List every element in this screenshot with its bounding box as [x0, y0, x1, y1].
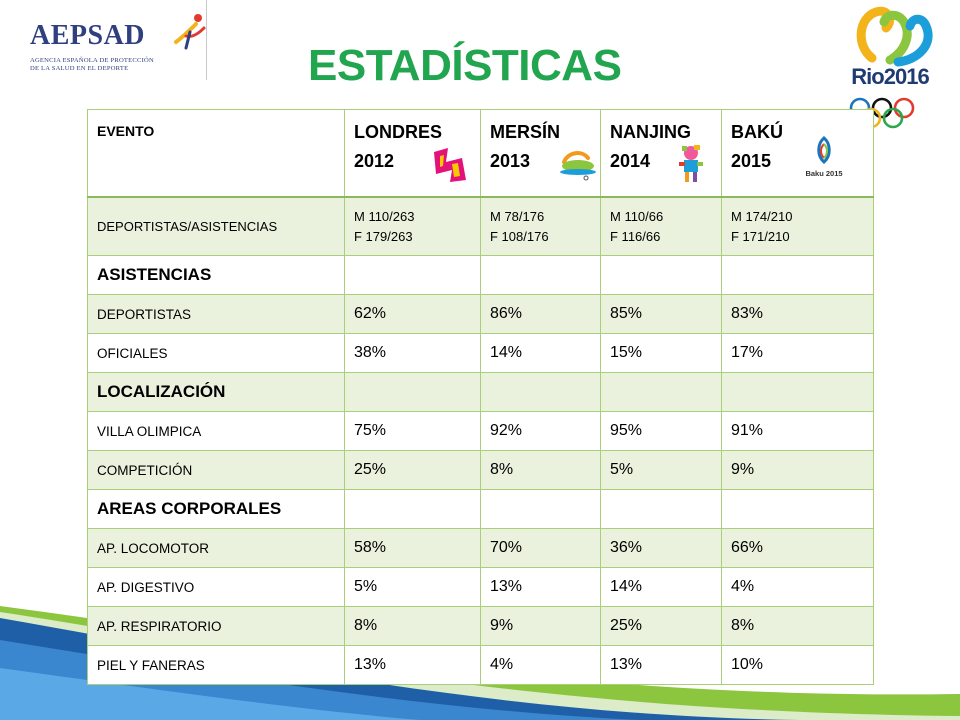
table-cell: 66% — [721, 528, 874, 568]
aepsad-runner-icon — [174, 14, 206, 50]
header-event-mersin: MERSÍN 2013 — [480, 109, 601, 198]
table-cell: 8% — [480, 450, 601, 490]
mersin-2013-emblem-icon — [560, 151, 596, 181]
table-cell: 4% — [721, 567, 874, 607]
table-cell: 38% — [344, 333, 481, 373]
row-label: DEPORTISTAS/ASISTENCIAS — [87, 196, 345, 256]
london-2012-emblem-icon — [434, 148, 466, 182]
rio-2016-logo: Rio2016 — [840, 0, 955, 132]
table-cell: 5% — [344, 567, 481, 607]
rio-2016-emblem-icon — [856, 6, 933, 67]
table-cell: 15% — [600, 333, 722, 373]
nanjing-2014-mascot-icon — [679, 145, 703, 182]
row-label: OFICIALES — [87, 333, 345, 373]
table-cell: 17% — [721, 333, 874, 373]
table-cell: 14% — [480, 333, 601, 373]
section-row-areas-corporales: AREAS CORPORALES — [87, 489, 874, 529]
aepsad-logo-subtitle: AGENCIA ESPAÑOLA DE PROTECCIÓN DE LA SAL… — [30, 57, 154, 72]
page-title: ESTADÍSTICAS — [308, 41, 622, 90]
row-label: AP. RESPIRATORIO — [87, 606, 345, 646]
row-label: AP. LOCOMOTOR — [87, 528, 345, 568]
section-title: ASISTENCIAS — [87, 255, 345, 295]
section-title: AREAS CORPORALES — [87, 489, 345, 529]
table-cell: 8% — [721, 606, 874, 646]
section-title: LOCALIZACIÓN — [87, 372, 345, 412]
table-row: COMPETICIÓN 25% 8% 5% 9% — [87, 450, 874, 490]
table-header-row: EVENTO LONDRES 2012 MERSÍN 2013 — [87, 109, 874, 198]
rio-2016-wordmark: Rio2016 — [851, 64, 929, 89]
header-event-nanjing: NANJING 2014 — [600, 109, 722, 198]
table-cell: 5% — [600, 450, 722, 490]
baku-2015-emblem-icon: Baku 2015 — [805, 136, 843, 178]
row-label: PIEL Y FANERAS — [87, 645, 345, 685]
header-event-baku: BAKÚ 2015 Baku 2015 — [721, 109, 874, 198]
table-cell: 95% — [600, 411, 722, 451]
table-cell: M 78/176 F 108/176 — [480, 196, 601, 256]
table-cell: 10% — [721, 645, 874, 685]
header-evento: EVENTO — [87, 109, 345, 198]
table-row-deportistas-asistencias: DEPORTISTAS/ASISTENCIAS M 110/263 F 179/2… — [87, 196, 874, 256]
table-cell: 9% — [721, 450, 874, 490]
table-cell: 85% — [600, 294, 722, 334]
table-cell: 75% — [344, 411, 481, 451]
row-label: VILLA OLIMPICA — [87, 411, 345, 451]
table-row: AP. LOCOMOTOR 58% 70% 36% 66% — [87, 528, 874, 568]
statistics-table: EVENTO LONDRES 2012 MERSÍN 2013 — [87, 109, 874, 685]
table-row: AP. DIGESTIVO 5% 13% 14% 4% — [87, 567, 874, 607]
aepsad-logo-wordmark: AEPSAD — [30, 20, 146, 51]
table-row: VILLA OLIMPICA 75% 92% 95% 91% — [87, 411, 874, 451]
table-cell: 13% — [600, 645, 722, 685]
table-cell: 14% — [600, 567, 722, 607]
aepsad-logo: AEPSAD AGENCIA ESPAÑOLA DE PROTECCIÓN DE… — [20, 0, 207, 80]
section-row-localizacion: LOCALIZACIÓN — [87, 372, 874, 412]
row-label: COMPETICIÓN — [87, 450, 345, 490]
table-cell: 25% — [600, 606, 722, 646]
table-cell: M 110/66 F 116/66 — [600, 196, 722, 256]
section-row-asistencias: ASISTENCIAS — [87, 255, 874, 295]
table-cell: 58% — [344, 528, 481, 568]
table-cell: 36% — [600, 528, 722, 568]
table-cell: 70% — [480, 528, 601, 568]
table-row: DEPORTISTAS 62% 86% 85% 83% — [87, 294, 874, 334]
baku-2015-emblem-label: Baku 2015 — [805, 169, 842, 178]
table-cell: M 110/263 F 179/263 — [344, 196, 481, 256]
table-cell: 91% — [721, 411, 874, 451]
table-cell: 9% — [480, 606, 601, 646]
table-cell: 62% — [344, 294, 481, 334]
table-cell: 86% — [480, 294, 601, 334]
table-cell: 8% — [344, 606, 481, 646]
row-label: AP. DIGESTIVO — [87, 567, 345, 607]
table-cell: 92% — [480, 411, 601, 451]
table-cell: 13% — [344, 645, 481, 685]
table-cell: M 174/210 F 171/210 — [721, 196, 874, 256]
table-row: OFICIALES 38% 14% 15% 17% — [87, 333, 874, 373]
header-event-londres: LONDRES 2012 — [344, 109, 481, 198]
row-label: DEPORTISTAS — [87, 294, 345, 334]
table-cell: 25% — [344, 450, 481, 490]
table-row: PIEL Y FANERAS 13% 4% 13% 10% — [87, 645, 874, 685]
table-row: AP. RESPIRATORIO 8% 9% 25% 8% — [87, 606, 874, 646]
table-cell: 13% — [480, 567, 601, 607]
table-cell: 83% — [721, 294, 874, 334]
table-cell: 4% — [480, 645, 601, 685]
